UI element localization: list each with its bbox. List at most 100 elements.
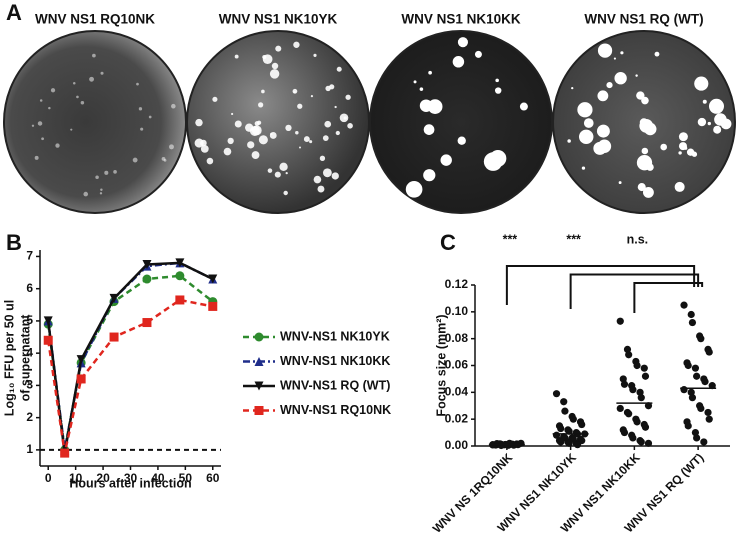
- y-tick-label: 4: [26, 345, 33, 359]
- plaque-spot: [707, 121, 712, 126]
- plaque-spot: [336, 66, 342, 72]
- plaque-spot: [299, 146, 302, 149]
- plaque-spot: [331, 172, 339, 180]
- plaque-spot: [637, 183, 646, 192]
- plaque-spot: [618, 181, 622, 185]
- y-tick-label: 0.04: [445, 385, 469, 399]
- data-point: [641, 423, 650, 431]
- significance-label: ***: [503, 232, 518, 246]
- plaque-spot: [329, 84, 335, 90]
- x-tick-label: 10: [69, 471, 83, 485]
- data-point: [629, 386, 637, 394]
- y-tick-label: 1: [26, 442, 33, 456]
- plaque-spot: [423, 124, 435, 135]
- plaque-spot: [267, 168, 273, 173]
- x-tick-label: 30: [124, 471, 138, 485]
- legend-label: WNV-NS1 NK10KK: [280, 354, 390, 368]
- marker: [76, 355, 86, 365]
- plaque-spot: [324, 120, 332, 128]
- plaque-spot: [720, 118, 732, 130]
- plaque-spot: [50, 88, 56, 93]
- data-point: [620, 428, 629, 437]
- plaque-spot: [113, 170, 117, 174]
- plaque-spot: [148, 115, 152, 119]
- data-point: [557, 438, 565, 446]
- marker: [254, 357, 264, 366]
- y-axis-title: of supernatant: [18, 314, 32, 402]
- data-point: [644, 402, 653, 410]
- plaque-spot: [99, 192, 103, 195]
- y-axis-title: Focus size (mm²): [434, 314, 448, 416]
- marker: [175, 271, 185, 281]
- legend-label: WNV-NS1 RQ (WT): [280, 378, 390, 392]
- data-point: [557, 424, 565, 433]
- y-tick-label: 0.00: [445, 438, 469, 452]
- data-point: [680, 301, 688, 309]
- y-tick-label: 7: [26, 249, 33, 263]
- plaque-spot: [279, 162, 288, 171]
- data-point: [705, 348, 713, 356]
- plaque-spot: [89, 76, 94, 82]
- plaque-spot: [596, 124, 610, 138]
- plaque-spot: [419, 87, 424, 91]
- marker: [208, 301, 218, 311]
- plaque-spot: [636, 155, 653, 171]
- y-tick-label: 3: [26, 378, 33, 392]
- y-tick-label: 0.02: [445, 411, 469, 425]
- x-tick-label: 0: [45, 471, 52, 485]
- plaque-spot: [474, 50, 482, 58]
- plaque-spot: [297, 103, 303, 109]
- plaque-spot: [251, 125, 262, 136]
- plaque-spot: [440, 154, 452, 166]
- plaque-spot: [684, 146, 688, 150]
- data-point: [619, 375, 627, 383]
- plaque-spot: [258, 135, 268, 145]
- plaque-spot: [335, 130, 340, 136]
- plaque-spot: [343, 116, 347, 120]
- plaque-spot: [334, 105, 337, 109]
- plaque-spot: [270, 132, 273, 136]
- data-point: [697, 404, 705, 413]
- panel-letter: C: [440, 230, 456, 255]
- plaque-spot: [457, 37, 468, 48]
- plaque-spot: [578, 129, 594, 145]
- marker: [142, 260, 152, 270]
- plaque-spot: [80, 101, 85, 105]
- plaque-spot: [697, 117, 707, 127]
- plaque-spot: [583, 118, 594, 128]
- plaque-spot: [261, 89, 265, 94]
- data-point: [705, 415, 713, 423]
- data-point: [693, 372, 701, 380]
- plaque-spot: [206, 157, 214, 165]
- data-point: [569, 415, 577, 423]
- data-point: [497, 441, 505, 450]
- plaque-spot: [457, 136, 466, 145]
- plaque-spot: [100, 188, 103, 191]
- data-point: [641, 372, 650, 380]
- significance-label: ***: [566, 232, 581, 246]
- marker: [254, 406, 264, 415]
- plaque-spot: [660, 143, 667, 151]
- plaque-spot: [295, 131, 299, 135]
- data-point: [620, 380, 629, 388]
- plaque-spot: [428, 70, 432, 75]
- plaque-spot: [419, 99, 433, 113]
- plaque-spot: [132, 157, 138, 163]
- plaque-spot: [613, 57, 617, 60]
- plaque-spot: [285, 124, 292, 132]
- plate-images: WNV NS1 RQ10NK WNV NS1 NK10YK WNV NS1 NK10…: [3, 12, 736, 214]
- data-point: [616, 404, 624, 413]
- plaque-spot: [41, 137, 44, 141]
- plaque-spot: [92, 53, 96, 58]
- plaque-spot: [713, 125, 722, 134]
- plaque-spot: [413, 80, 417, 84]
- plaque-spot: [231, 112, 234, 116]
- plaque-spot: [345, 94, 351, 100]
- data-point: [708, 382, 716, 390]
- significance-bracket: [633, 282, 704, 313]
- plaque-spot: [597, 90, 609, 102]
- plaque-spot: [76, 95, 79, 99]
- plaque-spot: [269, 69, 280, 79]
- plaque-spot: [251, 151, 260, 159]
- series-line: [46, 274, 214, 451]
